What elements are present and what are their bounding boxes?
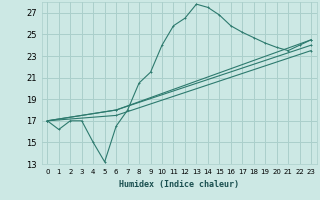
X-axis label: Humidex (Indice chaleur): Humidex (Indice chaleur) bbox=[119, 180, 239, 189]
